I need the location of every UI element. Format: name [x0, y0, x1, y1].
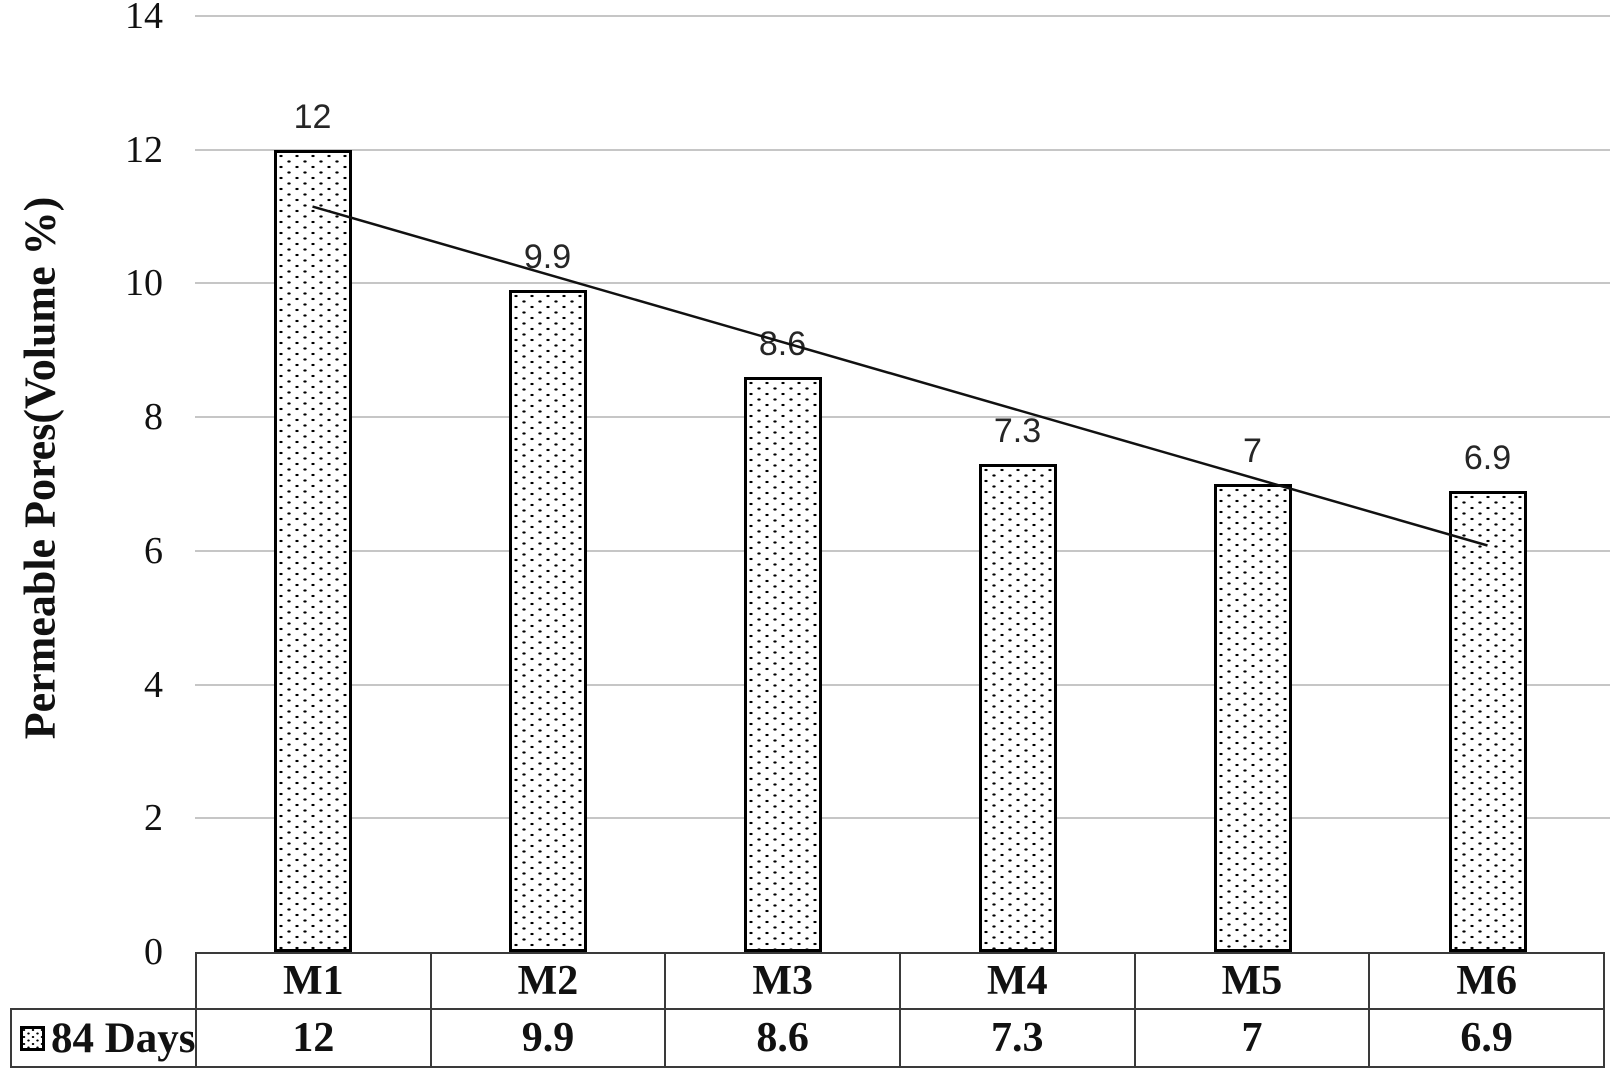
table-value-cell-M6: 6.9: [1368, 1008, 1605, 1068]
table-header-cell-M5: M5: [1133, 952, 1371, 1010]
data-table-header-row: M1 M2 M3 M4 M5 M6: [195, 952, 1605, 1010]
table-value-cell-M3: 8.6: [664, 1008, 901, 1068]
gridline-4: [195, 683, 1610, 686]
y-tick-label-4: 4: [144, 663, 163, 706]
table-header-cell-M6: M6: [1368, 952, 1605, 1010]
table-header-cell-M2: M2: [429, 952, 667, 1010]
legend-label: 84 Days: [51, 1014, 196, 1062]
bar-M6: [1448, 490, 1527, 952]
legend-cell: 84 Days: [10, 1008, 197, 1068]
gridline-12: [195, 148, 1610, 151]
bar-M4: [978, 463, 1057, 952]
bar-value-label-M6: 6.9: [1463, 438, 1512, 477]
y-tick-label-8: 8: [144, 396, 163, 439]
bar-value-label-M1: 12: [293, 97, 332, 136]
table-value-cell-M4: 7.3: [898, 1008, 1136, 1068]
legend-key-dotted-square-icon: [20, 1025, 45, 1051]
y-tick-label-14: 14: [125, 0, 163, 37]
bar-value-label-M2: 9.9: [523, 238, 572, 277]
y-tick-label-2: 2: [144, 797, 163, 840]
y-tick-label-12: 12: [125, 128, 163, 171]
gridline-2: [195, 817, 1610, 820]
bar-M5: [1213, 484, 1292, 952]
bar-value-label-M4: 7.3: [993, 411, 1042, 450]
bar-M3: [743, 377, 822, 952]
gridline-8: [195, 416, 1610, 419]
table-value-cell-M1: 12: [195, 1008, 432, 1068]
bar-M1: [273, 149, 352, 952]
bar-value-label-M3: 8.6: [758, 325, 807, 364]
gridline-6: [195, 549, 1610, 552]
data-table-value-row: 12 9.9 8.6 7.3 7 6.9: [195, 1008, 1605, 1068]
data-table: M1 M2 M3 M4 M5 M6 12 9.9 8.6 7.3 7 6.9: [195, 952, 1605, 1068]
table-header-cell-M1: M1: [195, 952, 432, 1010]
gridline-10: [195, 282, 1610, 285]
y-tick-label-6: 6: [144, 529, 163, 572]
y-tick-label-0: 0: [144, 931, 163, 973]
bar-M2: [508, 290, 587, 952]
bar-value-label-M5: 7: [1243, 432, 1262, 470]
table-value-cell-M2: 9.9: [429, 1008, 667, 1068]
table-value-cell-M5: 7: [1133, 1008, 1371, 1068]
table-header-cell-M3: M3: [664, 952, 901, 1010]
y-tick-label-10: 10: [125, 262, 163, 305]
gridline-14: [195, 15, 1610, 17]
table-header-cell-M4: M4: [898, 952, 1136, 1010]
